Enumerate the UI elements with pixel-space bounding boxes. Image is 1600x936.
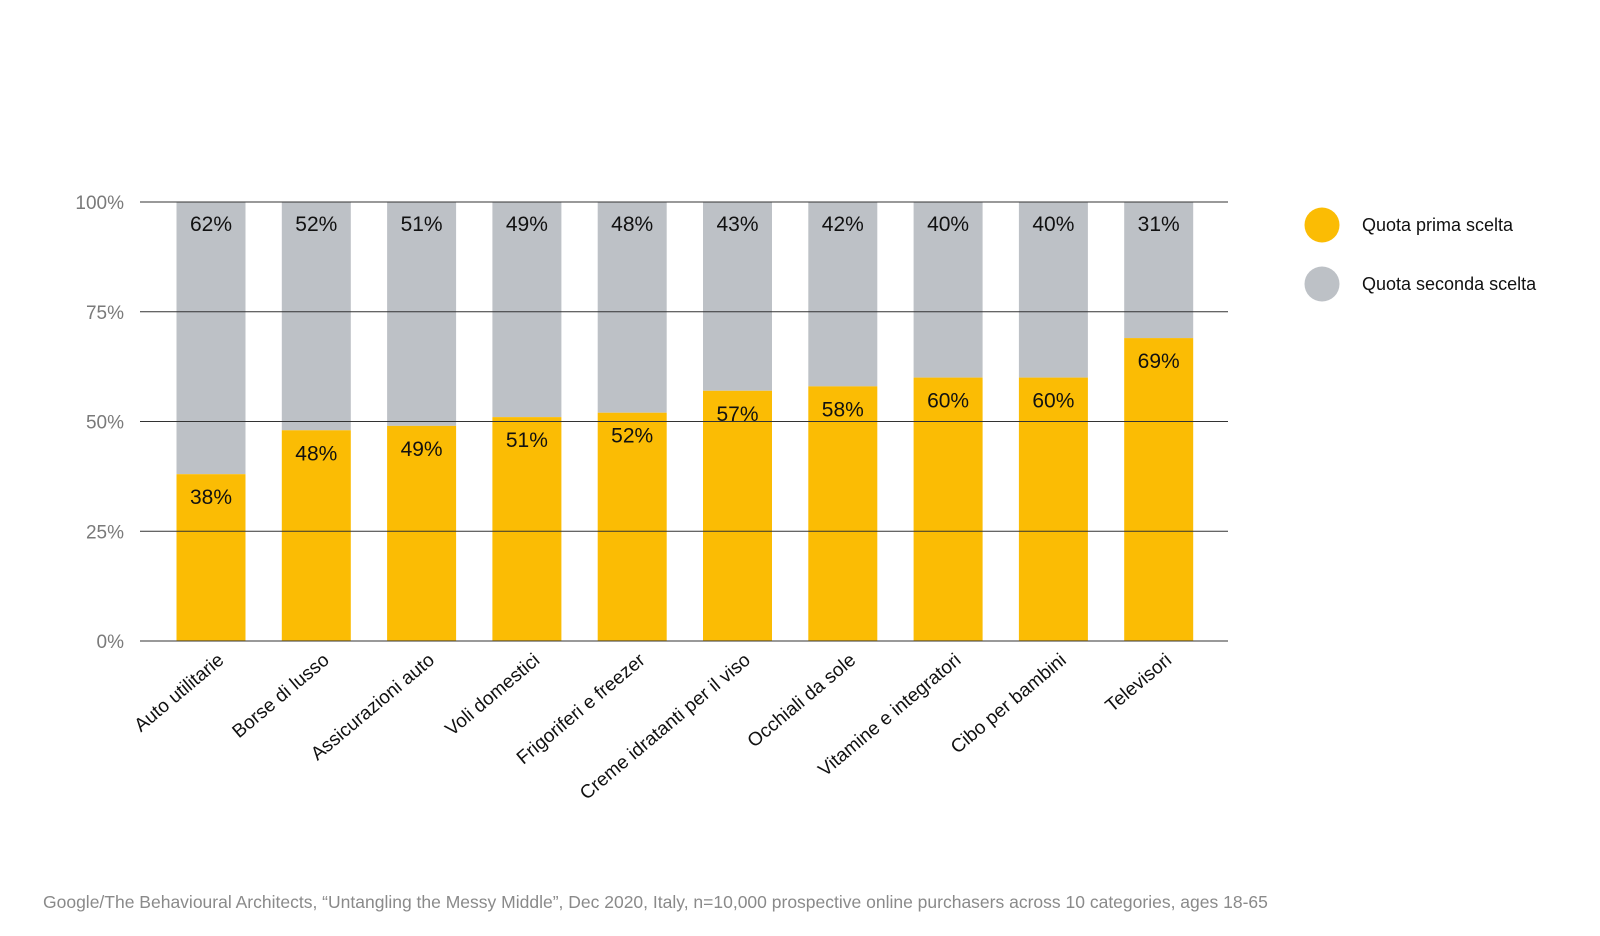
value-label-seconda-scelta: 31% — [1138, 213, 1180, 236]
value-label-seconda-scelta: 49% — [506, 213, 548, 236]
bar-seconda-scelta — [492, 202, 562, 418]
value-label-seconda-scelta: 40% — [927, 213, 969, 236]
value-label-seconda-scelta: 51% — [401, 213, 443, 236]
value-label-seconda-scelta: 40% — [1032, 213, 1074, 236]
value-label-seconda-scelta: 43% — [716, 213, 758, 236]
value-label-prima-scelta: 69% — [1138, 350, 1180, 373]
bar-seconda-scelta — [1124, 202, 1194, 339]
value-label-prima-scelta: 60% — [927, 390, 969, 413]
legend-label: Quota prima scelta — [1362, 215, 1514, 235]
y-tick-label: 50% — [86, 413, 124, 434]
bar-prima-scelta — [492, 417, 562, 641]
y-tick-label: 100% — [75, 193, 124, 214]
stacked-bar-chart: 62% 38% 52% 48% 51% 49% 49% 51% 48% 52% 43% 57% 42% 5… — [75, 193, 1537, 804]
value-label-prima-scelta: 48% — [295, 442, 337, 465]
y-tick-label: 25% — [86, 522, 124, 543]
x-axis-labels: Auto utilitarie Borse di lussoAssicurazio… — [131, 649, 1176, 804]
bar-seconda-scelta — [703, 202, 772, 391]
value-label-seconda-scelta: 42% — [822, 213, 864, 236]
y-axis-ticks: 0% 25% 50% 75% 100% — [75, 193, 124, 653]
y-tick-label: 75% — [86, 303, 124, 324]
value-label-seconda-scelta: 52% — [295, 213, 337, 236]
value-label-prima-scelta: 49% — [401, 438, 443, 461]
y-tick-label: 0% — [97, 632, 125, 653]
bar-prima-scelta — [1018, 377, 1088, 641]
bar-prima-scelta — [176, 474, 246, 641]
bar-seconda-scelta — [387, 202, 457, 426]
bar-seconda-scelta — [176, 202, 246, 475]
bars: 62% 38% 52% 48% 51% 49% 49% 51% 48% 52% 43% 57% 42% 5… — [140, 201, 1228, 642]
bar-seconda-scelta — [597, 202, 667, 413]
bar-seconda-scelta — [808, 202, 878, 387]
value-label-prima-scelta: 57% — [716, 403, 758, 426]
bar-prima-scelta — [703, 390, 772, 641]
category-label: Televisori — [1102, 650, 1176, 717]
bar-seconda-scelta — [281, 202, 351, 431]
bar-prima-scelta — [808, 386, 878, 641]
bar-seconda-scelta — [913, 202, 983, 378]
value-label-prima-scelta: 51% — [506, 429, 548, 452]
bar-prima-scelta — [913, 377, 983, 641]
bar-prima-scelta — [1124, 338, 1194, 641]
category-label: Borse di lusso — [229, 650, 334, 743]
source-note: Google/The Behavioural Architects, “Unta… — [43, 892, 1268, 912]
bar-prima-scelta — [387, 425, 457, 641]
value-label-seconda-scelta: 48% — [611, 213, 653, 236]
value-label-prima-scelta: 38% — [190, 486, 232, 509]
category-label: Cibo per bambini — [947, 650, 1071, 758]
value-label-prima-scelta: 52% — [611, 425, 653, 448]
value-label-prima-scelta: 58% — [822, 398, 864, 421]
bar-prima-scelta — [281, 430, 351, 641]
legend: Quota prima scelta Quota seconda scelta — [1304, 207, 1537, 302]
bar-prima-scelta — [597, 412, 667, 641]
legend-label: Quota seconda scelta — [1362, 274, 1537, 294]
value-label-seconda-scelta: 62% — [190, 213, 232, 236]
category-label: Occhiali da sole — [744, 650, 860, 752]
category-label: Creme idratanti per il viso — [576, 650, 755, 805]
category-label: Voli domestici — [442, 650, 544, 741]
value-label-prima-scelta: 60% — [1032, 390, 1074, 413]
legend-swatch — [1304, 266, 1340, 302]
legend-swatch — [1304, 207, 1340, 243]
bar-seconda-scelta — [1018, 202, 1088, 378]
category-label: Auto utilitarie — [131, 650, 229, 737]
